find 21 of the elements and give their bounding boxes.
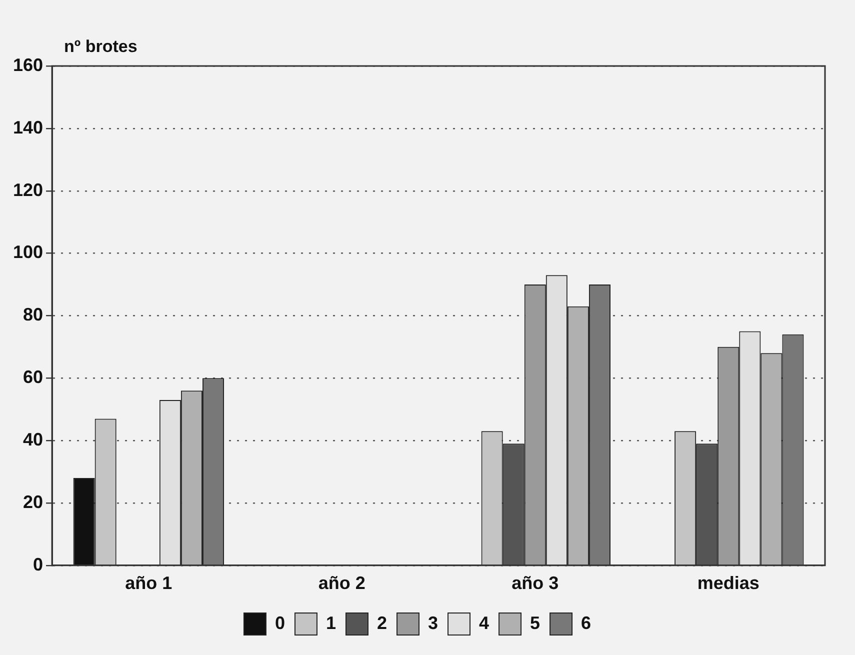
y-tick-label: 160: [12, 54, 44, 75]
y-tick-label: 140: [12, 117, 44, 138]
y-tick-label: 20: [23, 492, 44, 512]
x-tick-label: año 2: [318, 573, 366, 594]
x-tick-label: año 3: [512, 573, 559, 594]
legend-label: 4: [479, 612, 490, 633]
y-tick-label: 0: [33, 554, 44, 574]
legend-label: 2: [376, 612, 387, 633]
legend-label: 3: [428, 612, 438, 633]
legend-label: 6: [581, 612, 592, 633]
x-tick-label: medias: [697, 573, 760, 594]
y-tick-label: 120: [12, 180, 44, 200]
legend-label: 5: [530, 612, 540, 633]
legend-label: 1: [326, 612, 336, 633]
y-tick-label: 60: [23, 367, 44, 388]
y-tick-label: 80: [23, 304, 44, 325]
y-tick-label: 100: [12, 242, 44, 262]
legend-label: 0: [274, 612, 285, 633]
y-tick-label: 40: [23, 430, 44, 450]
x-tick-label: año 1: [125, 573, 172, 594]
y-axis-title: nº brotes: [64, 37, 138, 56]
